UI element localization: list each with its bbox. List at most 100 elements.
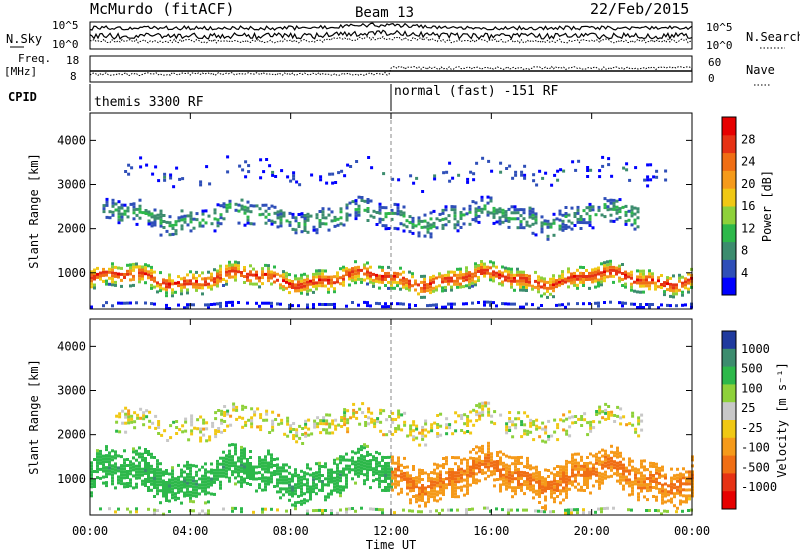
heatmap-cell: [471, 281, 474, 285]
heatmap-cell: [519, 285, 522, 289]
heatmap-cell: [270, 459, 273, 463]
heatmap-cell: [646, 468, 649, 472]
heatmap-cell: [117, 466, 120, 470]
heatmap-cell: [630, 288, 633, 292]
heatmap-cell: [634, 427, 638, 431]
heatmap-cell: [562, 480, 565, 484]
heatmap-cell: [448, 161, 452, 165]
velocity-colorbar-tick: -500: [741, 460, 770, 474]
heatmap-cell: [640, 459, 643, 463]
heatmap-cell: [469, 419, 473, 423]
heatmap-cell: [198, 286, 201, 290]
heatmap-cell: [678, 276, 681, 280]
heatmap-cell: [501, 271, 504, 275]
heatmap-cell: [454, 486, 457, 490]
heatmap-cell: [249, 462, 252, 465]
heatmap-cell: [375, 456, 378, 460]
heatmap-cell: [450, 508, 453, 512]
heatmap-cell: [325, 413, 329, 417]
heatmap-cell: [436, 493, 439, 497]
heatmap-cell: [168, 472, 171, 476]
heatmap-cell: [250, 422, 254, 426]
heatmap-cell: [96, 455, 99, 459]
heatmap-cell: [216, 203, 220, 207]
heatmap-cell: [394, 418, 398, 421]
heatmap-cell: [540, 230, 544, 234]
heatmap-cell: [141, 271, 144, 275]
heatmap-cell: [249, 456, 252, 459]
heatmap-cell: [528, 209, 532, 213]
heatmap-cell: [378, 205, 382, 209]
heatmap-cell: [363, 467, 366, 471]
heatmap-cell: [502, 476, 505, 480]
heatmap-cell: [529, 418, 533, 422]
heatmap-cell: [214, 411, 218, 415]
heatmap-cell: [246, 200, 250, 204]
nave-trace: [89, 65, 693, 77]
heatmap-cell: [318, 464, 321, 468]
heatmap-cell: [570, 281, 573, 285]
heatmap-cell: [664, 473, 667, 477]
heatmap-cell: [366, 453, 369, 457]
heatmap-cell: [276, 478, 279, 482]
heatmap-cell: [156, 492, 159, 496]
heatmap-cell: [138, 446, 141, 450]
heatmap-cell: [433, 489, 436, 493]
heatmap-cell: [490, 455, 493, 459]
heatmap-cell: [513, 211, 517, 215]
heatmap-cell: [339, 267, 342, 271]
heatmap-cell: [387, 455, 390, 459]
heatmap-cell: [613, 454, 616, 458]
heatmap-cell: [433, 471, 436, 475]
heatmap-cell: [210, 471, 213, 475]
heatmap-cell: [603, 203, 607, 207]
heatmap-cell: [381, 274, 384, 278]
heatmap-cell: [292, 434, 296, 437]
heatmap-cell: [378, 470, 381, 474]
heatmap-cell: [183, 464, 186, 468]
heatmap-cell: [576, 205, 580, 209]
heatmap-cell: [507, 302, 510, 306]
heatmap-cell: [535, 471, 538, 475]
heatmap-cell: [424, 434, 428, 438]
heatmap-cell: [267, 273, 270, 277]
heatmap-cell: [363, 272, 366, 276]
heatmap-cell: [147, 471, 150, 474]
heatmap-cell: [601, 410, 605, 414]
nave-tick-high: 60: [708, 56, 721, 69]
heatmap-cell: [321, 222, 325, 226]
heatmap-cell: [225, 270, 228, 274]
heatmap-cell: [628, 478, 631, 482]
heatmap-cell: [135, 464, 138, 468]
heatmap-cell: [261, 473, 264, 477]
heatmap-cell: [685, 497, 688, 501]
heatmap-cell: [483, 300, 486, 304]
heatmap-cell: [519, 223, 523, 227]
heatmap-cell: [267, 276, 270, 280]
heatmap-cell: [430, 492, 433, 496]
heatmap-cell: [487, 450, 490, 454]
heatmap-cell: [225, 475, 228, 479]
heatmap-cell: [646, 163, 650, 167]
heatmap-cell: [300, 291, 303, 295]
heatmap-cell: [462, 273, 465, 277]
heatmap-cell: [120, 272, 123, 276]
heatmap-cell: [424, 471, 427, 475]
heatmap-cell: [384, 480, 387, 483]
heatmap-cell: [120, 467, 123, 471]
heatmap-cell: [397, 178, 401, 182]
heatmap-cell: [312, 306, 315, 310]
heatmap-cell: [219, 462, 222, 466]
heatmap-cell: [592, 466, 595, 470]
heatmap-cell: [454, 462, 457, 466]
heatmap-cell: [291, 479, 294, 483]
heatmap-cell: [174, 483, 177, 487]
x-tick-label: 08:00: [273, 524, 309, 538]
heatmap-cell: [684, 286, 687, 290]
heatmap-cell: [312, 290, 315, 294]
heatmap-cell: [105, 454, 108, 458]
heatmap-cell: [105, 301, 108, 305]
heatmap-cell: [231, 455, 234, 459]
heatmap-cell: [132, 283, 135, 287]
y-tick-label: 3000: [57, 178, 86, 192]
